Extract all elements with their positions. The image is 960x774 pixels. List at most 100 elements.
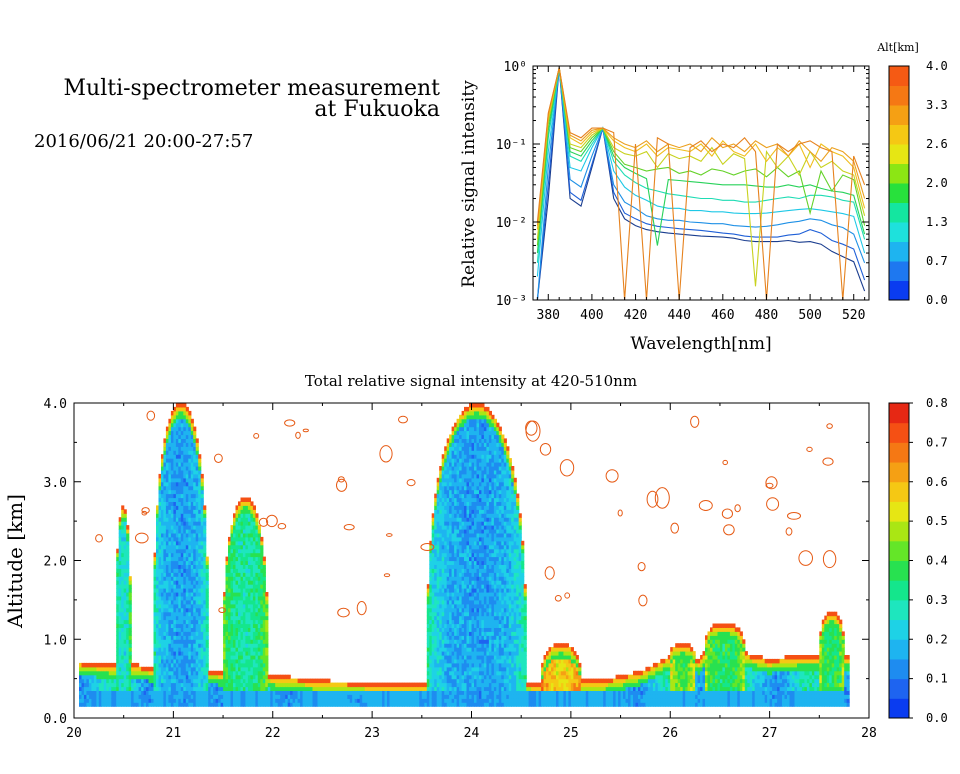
heatmap-cell (129, 576, 132, 581)
heatmap-cell (193, 431, 196, 436)
heatmap-cell (203, 529, 206, 534)
heatmap-cell (203, 513, 206, 518)
spectrum-colorbar-swatch (889, 183, 909, 203)
heatmap-cell (203, 533, 206, 538)
heatmap-cell (129, 635, 132, 640)
heatmap-cell (198, 466, 201, 471)
heatmap-cell (201, 490, 204, 495)
heatmap-cell (255, 513, 258, 518)
spectrum-colorbar-swatch (889, 203, 909, 223)
spectrum-x-tick-label: 380 (537, 308, 560, 323)
heatmap-cell (129, 659, 132, 664)
heatmap-cell (265, 604, 268, 609)
heatmap-cell (129, 608, 132, 613)
heatmap-cell (265, 655, 268, 660)
heatmap-cell (203, 509, 206, 514)
spectrum-colorbar-swatch (889, 66, 909, 86)
heatmap-cell (260, 553, 263, 558)
heatmap-cell (255, 521, 258, 526)
heatmap-cell (203, 517, 206, 522)
heatmap-cell (265, 671, 268, 676)
heatmap-cell (193, 427, 196, 432)
heatmap-cell (124, 513, 127, 518)
heatmap-cell (126, 557, 129, 562)
heatmap-cell (206, 576, 209, 581)
heatmap-cell (265, 639, 268, 644)
heatmap-cell (206, 659, 209, 664)
spectrum-colorbar-tick-label: 2.0 (926, 176, 948, 190)
heatmap-cell (265, 627, 268, 632)
spectrum-chart: Relative signal intensity Wavelength[nm]… (459, 41, 948, 354)
heatmap-cell (129, 604, 132, 609)
heatmap-cell (206, 627, 209, 632)
heatmap-cell (129, 624, 132, 629)
spectrum-colorbar-swatch (889, 144, 909, 164)
heatmap-cell (198, 470, 201, 475)
heatmap-cell (124, 517, 127, 522)
spectrum-colorbar-tick-label: 0.0 (926, 293, 948, 307)
heatmap-cell (206, 616, 209, 621)
heatmap-cell (198, 462, 201, 467)
heatmap-cell (206, 557, 209, 562)
heatmap-cell (188, 411, 191, 416)
heatmap-cell (206, 639, 209, 644)
heatmap-cell (265, 647, 268, 652)
spectrum-colorbar-swatch (889, 86, 909, 106)
spectrum-colorbar-swatch (889, 105, 909, 125)
heatmap-cell (129, 592, 132, 597)
heatmap-cell (129, 612, 132, 617)
heatmap-cell (129, 600, 132, 605)
heatmap-cell (206, 643, 209, 648)
altitude-heatmap-chart: Total relative signal intensity at 420-5… (3, 372, 948, 741)
heatmap-cell (191, 419, 194, 424)
heatmap-cell (206, 584, 209, 589)
heatmap-cell (265, 667, 268, 672)
heatmap-cell (206, 572, 209, 577)
heatmap-cell (206, 631, 209, 636)
spectrum-x-tick-label: 460 (711, 308, 734, 323)
heatmap-cell (129, 647, 132, 652)
heatmap-cell (203, 545, 206, 550)
heatmap-cell (263, 564, 266, 569)
heatmap-cell (203, 521, 206, 526)
spectrum-y-tick-label: 10⁻² (496, 216, 527, 231)
spectrum-colorbar-swatch (889, 222, 909, 242)
heatmap-cell (188, 415, 191, 420)
heatmap-cell (126, 572, 129, 577)
spectrum-colorbar-swatch (889, 164, 909, 184)
heatmap-cell (126, 529, 129, 534)
heatmap-cell (263, 584, 266, 589)
spectrum-colorbar-tick-label: 3.3 (926, 98, 948, 112)
heatmap-cell (265, 608, 268, 613)
heatmap-cell (206, 580, 209, 585)
heatmap-cell (248, 498, 251, 503)
heatmap-cell (201, 478, 204, 483)
spectrum-series-group (537, 68, 864, 300)
heatmap-cell (129, 580, 132, 585)
heatmap-cell (265, 651, 268, 656)
heatmap-cell (198, 458, 201, 463)
heatmap-cell (201, 498, 204, 503)
heatmap-title: Total relative signal intensity at 420-5… (305, 372, 637, 390)
spectrum-y-tick-label: 10⁻¹ (496, 138, 527, 153)
heatmap-cell (129, 620, 132, 625)
spectrum-y-axis-label: Relative signal intensity (459, 80, 479, 288)
spectrum-colorbar-title: Alt[km] (876, 41, 919, 54)
heatmap-cell (258, 529, 261, 534)
heatmap-cell (126, 549, 129, 554)
spectrum-colorbar-swatch (889, 125, 909, 145)
heatmap-cell (121, 505, 124, 510)
spectrum-x-tick-label: 440 (667, 308, 690, 323)
heatmap-cell (260, 549, 263, 554)
heatmap-cells (79, 403, 850, 707)
heatmap-cell (263, 580, 266, 585)
heatmap-cell (265, 620, 268, 625)
heatmap-cell (206, 561, 209, 566)
heatmap-cell (201, 486, 204, 491)
heatmap-cell (206, 600, 209, 605)
heatmap-cell (186, 407, 189, 412)
heatmap-cell (265, 600, 268, 605)
